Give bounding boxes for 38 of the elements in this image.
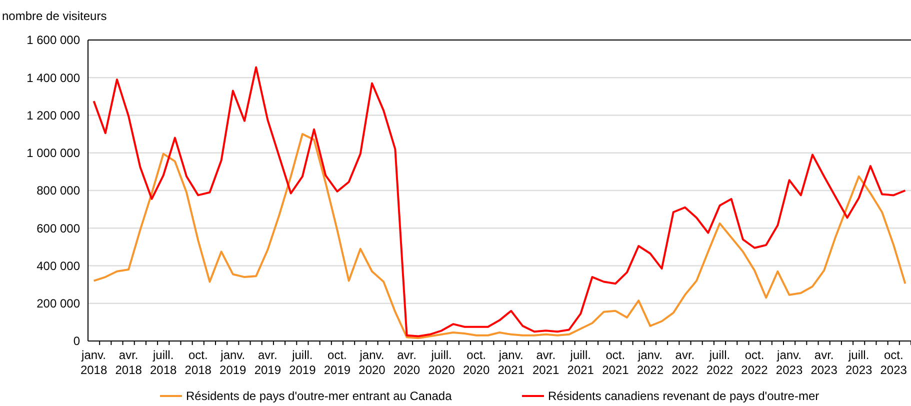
x-tick-label: avr. 2022: [672, 348, 699, 377]
y-tick-label: 800 000: [36, 184, 80, 198]
legend-label: Résidents canadiens revenant de pays d'outre-mer: [548, 389, 820, 403]
x-tick-label: avr. 2021: [532, 348, 560, 377]
y-axis-title: nombre de visiteurs: [2, 9, 107, 23]
x-tick-label: oct. 2018: [184, 348, 212, 377]
legend-label: Résidents de pays d'outre-mer entrant au Canada: [186, 389, 452, 403]
x-tick-label: avr. 2023: [810, 348, 838, 377]
x-tick-label: janv. 2019: [220, 348, 247, 377]
x-tick-label: avr. 2018: [115, 348, 142, 377]
x-tick-label: juill. 2018: [150, 348, 178, 377]
x-tick-label: juill. 2021: [567, 348, 594, 377]
x-tick-label: oct. 2019: [324, 348, 351, 377]
x-tick-label: janv. 2023: [776, 348, 803, 377]
y-tick-label: 1 000 000: [26, 146, 80, 160]
y-tick-label: 1 400 000: [26, 70, 80, 85]
x-tick-label: oct. 2022: [741, 348, 768, 377]
x-tick-label: oct. 2021: [602, 348, 630, 377]
y-tick-label: 0: [73, 334, 80, 348]
y-tick-label: 400 000: [36, 258, 80, 273]
y-tick-label: 1 600 000: [26, 33, 80, 48]
line-series: [92, 133, 906, 340]
line-series: [92, 66, 906, 338]
y-tick-label: 200 000: [36, 296, 80, 311]
y-tick-label: 1 200 000: [26, 108, 80, 122]
x-tick-label: oct. 2023: [880, 348, 908, 377]
x-tick-label: juill. 2022: [706, 348, 734, 377]
y-tick-label: 600 000: [36, 221, 80, 236]
x-tick-label: juill. 2020: [428, 348, 456, 377]
x-tick-label: janv. 2022: [636, 348, 664, 377]
x-tick-label: janv. 2020: [358, 348, 386, 377]
x-tick-label: janv. 2021: [498, 348, 525, 377]
x-tick-label: oct. 2020: [462, 348, 490, 377]
x-tick-label: juill. 2019: [289, 348, 316, 377]
x-tick-label: avr. 2019: [254, 348, 282, 377]
x-tick-label: juill. 2023: [845, 348, 873, 377]
x-tick-label: janv. 2018: [80, 348, 108, 377]
x-tick-label: avr. 2020: [393, 348, 420, 377]
